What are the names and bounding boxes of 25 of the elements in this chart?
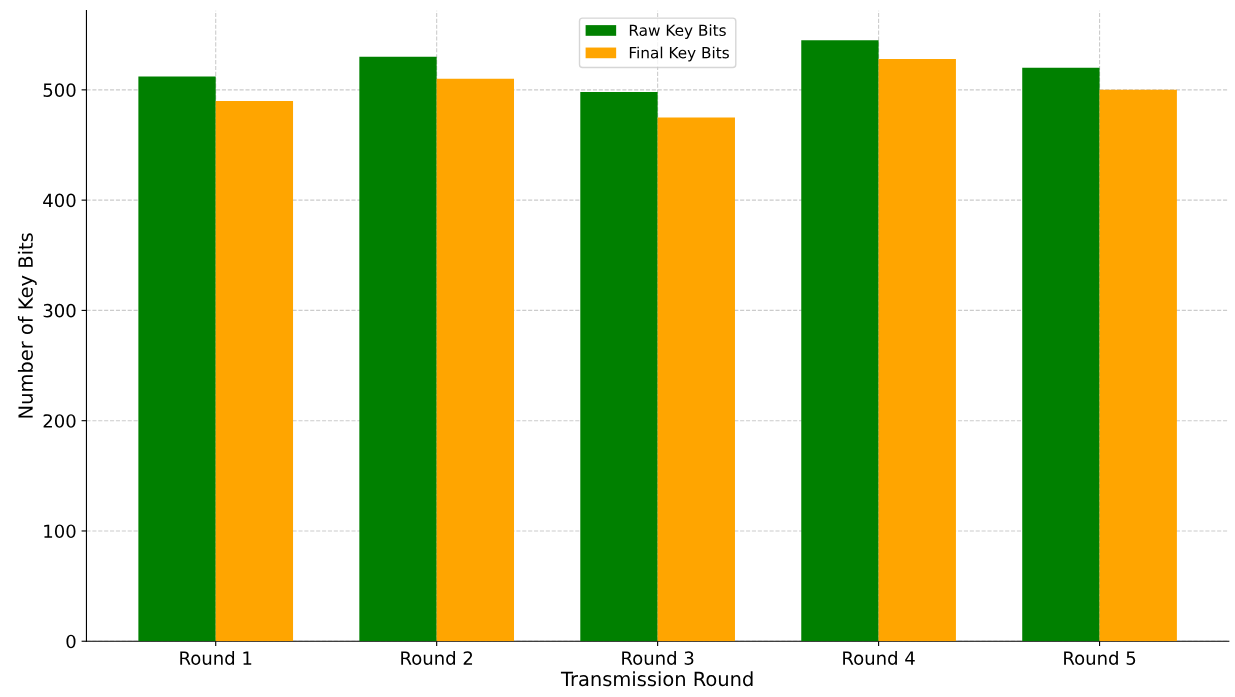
y-tick-label: 500 [43, 83, 76, 97]
x-tick-label: Round 1 [180, 650, 252, 665]
bar [580, 92, 658, 642]
bar [359, 56, 437, 642]
y-tick-label: 200 [43, 414, 76, 428]
bar [215, 100, 294, 642]
bar [1022, 67, 1100, 642]
legend-label: Raw Key Bits [629, 24, 726, 39]
bar [138, 76, 216, 642]
x-axis-title: Transmission Round [560, 671, 753, 687]
y-tick-label: 100 [44, 524, 76, 539]
y-tick-label: 300 [43, 303, 76, 318]
x-tick-label: Round 4 [843, 650, 915, 665]
bar [801, 40, 879, 642]
bar [1099, 89, 1177, 642]
y-tick-label: 0 [66, 634, 76, 649]
bar [657, 117, 735, 642]
bar [436, 78, 515, 642]
x-tick-label: Round 5 [1064, 650, 1136, 665]
legend-label: Final Key Bits [629, 46, 729, 62]
y-axis-title: Number of Key Bits [17, 233, 37, 418]
x-tick-label: Round 3 [622, 650, 694, 665]
y-tick-label: 400 [43, 193, 76, 208]
bar [878, 58, 956, 642]
x-tick-label: Round 2 [401, 650, 473, 665]
